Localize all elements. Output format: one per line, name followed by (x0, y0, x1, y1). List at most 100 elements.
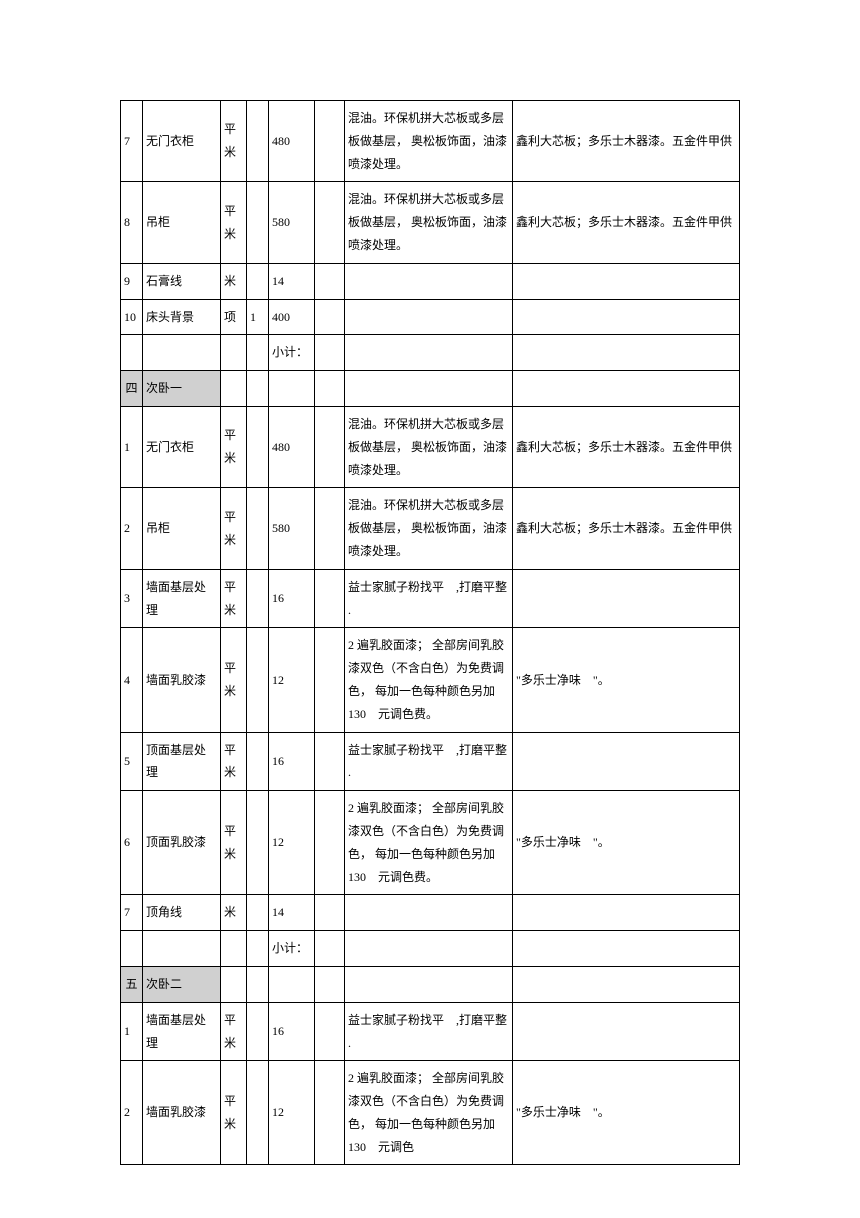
row-blank (315, 791, 345, 895)
row-num: 7 (121, 101, 143, 182)
row-name: 无门衣柜 (143, 101, 221, 182)
row-price: 16 (269, 1002, 315, 1061)
row-remark (513, 732, 740, 791)
row-blank (315, 1061, 345, 1165)
table-row: 7无门衣柜平米480混油。环保机拼大芯板或多层板做基层， 奥松板饰面，油漆喷漆处… (121, 101, 740, 182)
empty-cell (121, 931, 143, 967)
row-price: 580 (269, 488, 315, 569)
row-blank (315, 101, 345, 182)
row-price: 12 (269, 1061, 315, 1165)
empty-cell (143, 335, 221, 371)
row-desc: 2 遍乳胶面漆； 全部房间乳胶漆双色（不含白色）为免费调色， 每加一色每种颜色另… (345, 791, 513, 895)
row-num: 6 (121, 791, 143, 895)
empty-cell (315, 371, 345, 407)
row-remark: 鑫利大芯板；多乐士木器漆。五金件甲供 (513, 406, 740, 487)
row-desc: 2 遍乳胶面漆； 全部房间乳胶漆双色（不含白色）为免费调色， 每加一色每种颜色另… (345, 1061, 513, 1165)
empty-cell (315, 931, 345, 967)
empty-cell (221, 966, 247, 1002)
row-unit: 平米 (221, 732, 247, 791)
row-qty (247, 488, 269, 569)
row-blank (315, 182, 345, 263)
row-price: 16 (269, 732, 315, 791)
row-blank (315, 488, 345, 569)
table-row: 4墙面乳胶漆平米122 遍乳胶面漆； 全部房间乳胶漆双色（不含白色）为免费调色，… (121, 628, 740, 732)
row-unit: 平米 (221, 569, 247, 628)
row-remark (513, 895, 740, 931)
row-qty (247, 182, 269, 263)
row-remark: 鑫利大芯板；多乐士木器漆。五金件甲供 (513, 488, 740, 569)
row-price: 580 (269, 182, 315, 263)
table-row: 1墙面基层处理平米16益士家腻子粉找平 ,打磨平整 . (121, 1002, 740, 1061)
table-row: 1无门衣柜平米480混油。环保机拼大芯板或多层板做基层， 奥松板饰面，油漆喷漆处… (121, 406, 740, 487)
row-unit: 米 (221, 263, 247, 299)
row-price: 480 (269, 406, 315, 487)
row-num: 7 (121, 895, 143, 931)
row-desc: 混油。环保机拼大芯板或多层板做基层， 奥松板饰面，油漆喷漆处理。 (345, 182, 513, 263)
row-unit: 平米 (221, 1061, 247, 1165)
row-desc: 益士家腻子粉找平 ,打磨平整 . (345, 1002, 513, 1061)
empty-cell (513, 335, 740, 371)
table-row: 8吊柜平米580混油。环保机拼大芯板或多层板做基层， 奥松板饰面，油漆喷漆处理。… (121, 182, 740, 263)
row-blank (315, 628, 345, 732)
budget-table: 7无门衣柜平米480混油。环保机拼大芯板或多层板做基层， 奥松板饰面，油漆喷漆处… (120, 100, 740, 1165)
section-num: 五 (121, 966, 143, 1002)
row-unit: 平米 (221, 488, 247, 569)
row-blank (315, 895, 345, 931)
row-qty (247, 895, 269, 931)
row-qty (247, 263, 269, 299)
row-price: 12 (269, 791, 315, 895)
row-name: 墙面基层处理 (143, 569, 221, 628)
row-name: 吊柜 (143, 182, 221, 263)
table-row: 2墙面乳胶漆平米122 遍乳胶面漆； 全部房间乳胶漆双色（不含白色）为免费调色，… (121, 1061, 740, 1165)
empty-cell (221, 931, 247, 967)
row-name: 墙面乳胶漆 (143, 628, 221, 732)
table-row: 5顶面基层处理平米16益士家腻子粉找平 ,打磨平整 . (121, 732, 740, 791)
row-qty (247, 1002, 269, 1061)
empty-cell (345, 966, 513, 1002)
row-qty (247, 101, 269, 182)
row-qty (247, 628, 269, 732)
row-unit: 平米 (221, 1002, 247, 1061)
row-qty (247, 791, 269, 895)
row-blank (315, 732, 345, 791)
subtotal-label: 小计： (269, 931, 315, 967)
table-row: 10床头背景项1400 (121, 299, 740, 335)
row-blank (315, 299, 345, 335)
row-price: 16 (269, 569, 315, 628)
empty-cell (345, 335, 513, 371)
empty-cell (345, 371, 513, 407)
row-name: 无门衣柜 (143, 406, 221, 487)
row-name: 顶面基层处理 (143, 732, 221, 791)
row-name: 石膏线 (143, 263, 221, 299)
row-desc (345, 299, 513, 335)
empty-cell (315, 966, 345, 1002)
row-desc: 混油。环保机拼大芯板或多层板做基层， 奥松板饰面，油漆喷漆处理。 (345, 101, 513, 182)
row-remark: 鑫利大芯板；多乐士木器漆。五金件甲供 (513, 101, 740, 182)
row-unit: 平米 (221, 101, 247, 182)
empty-cell (513, 371, 740, 407)
row-num: 9 (121, 263, 143, 299)
row-remark: 鑫利大芯板；多乐士木器漆。五金件甲供 (513, 182, 740, 263)
row-qty (247, 406, 269, 487)
table-row: 五次卧二 (121, 966, 740, 1002)
row-name: 顶面乳胶漆 (143, 791, 221, 895)
empty-cell (269, 966, 315, 1002)
row-remark (513, 1002, 740, 1061)
section-num: 四 (121, 371, 143, 407)
empty-cell (345, 931, 513, 967)
empty-cell (221, 335, 247, 371)
row-num: 1 (121, 1002, 143, 1061)
row-remark: "多乐士净味 "。 (513, 1061, 740, 1165)
row-num: 3 (121, 569, 143, 628)
row-price: 400 (269, 299, 315, 335)
row-name: 吊柜 (143, 488, 221, 569)
row-desc: 混油。环保机拼大芯板或多层板做基层， 奥松板饰面，油漆喷漆处理。 (345, 488, 513, 569)
row-qty (247, 732, 269, 791)
row-unit: 平米 (221, 182, 247, 263)
empty-cell (143, 931, 221, 967)
row-remark (513, 263, 740, 299)
row-unit: 项 (221, 299, 247, 335)
row-num: 5 (121, 732, 143, 791)
row-name: 顶角线 (143, 895, 221, 931)
table-row: 3墙面基层处理平米16益士家腻子粉找平 ,打磨平整 . (121, 569, 740, 628)
